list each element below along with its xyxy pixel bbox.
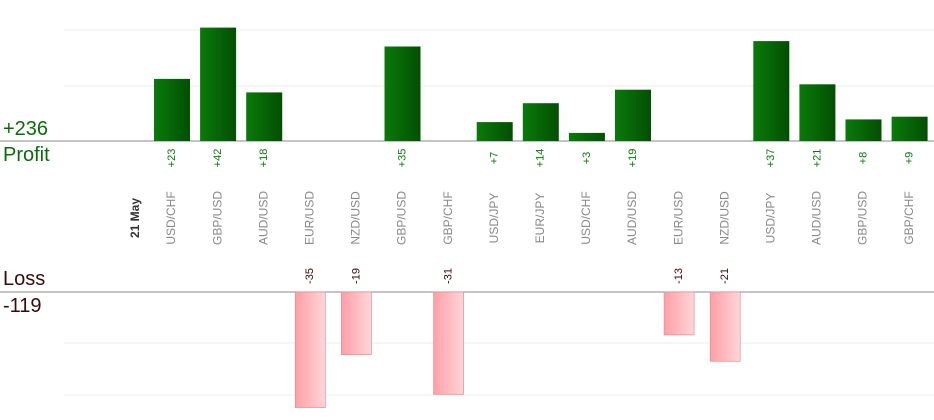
- loss-bar: [341, 291, 372, 356]
- loss-total: -119: [3, 295, 42, 317]
- profit-value-label: +7: [489, 152, 501, 165]
- category-label: USD/JPY: [487, 193, 501, 244]
- date-label: 21 May: [128, 198, 142, 238]
- loss-bar: [709, 291, 741, 362]
- profit-value-label: +35: [396, 149, 408, 168]
- category-label: AUD/USD: [810, 191, 824, 245]
- loss-value-label: -19: [350, 268, 362, 284]
- category-label: USD/CHF: [579, 191, 593, 244]
- category-label: GBP/USD: [210, 191, 224, 245]
- loss-bar: [663, 291, 695, 336]
- profit-bar: [891, 116, 928, 141]
- profit-value-label: +18: [258, 149, 270, 168]
- loss-bar: [294, 291, 326, 408]
- loss-bar: [433, 291, 464, 395]
- profit-value-label: +23: [166, 149, 178, 168]
- profit-value-label: +9: [904, 152, 916, 165]
- profit-bar: [568, 132, 605, 141]
- profit-bar: [246, 92, 283, 141]
- profit-bar: [384, 46, 421, 141]
- profit-bar: [753, 41, 790, 141]
- profit-bar: [845, 119, 882, 141]
- profit-bar: [615, 89, 651, 141]
- category-label: EUR/USD: [302, 191, 316, 245]
- profit-label: Profit: [3, 144, 50, 166]
- category-label: GBP/USD: [856, 191, 870, 245]
- loss-label: Loss: [3, 268, 46, 290]
- profit-value-label: +42: [212, 149, 224, 168]
- loss-value-label: -35: [304, 268, 316, 284]
- loss-value-label: -21: [719, 268, 731, 284]
- profit-bar: [200, 27, 237, 142]
- category-label: NZD/USD: [349, 191, 363, 245]
- profit-value-label: +21: [811, 149, 823, 168]
- profit-bar: [476, 122, 513, 141]
- profit-value-label: +8: [857, 152, 869, 165]
- category-label: EUR/JPY: [533, 193, 547, 244]
- category-label: GBP/CHF: [441, 191, 455, 244]
- profit-bar: [799, 84, 836, 141]
- category-label: NZD/USD: [717, 191, 731, 245]
- loss-value-label: -31: [443, 268, 455, 284]
- category-label: USD/JPY: [763, 193, 777, 244]
- profit-bar: [154, 78, 190, 141]
- profit-value-label: +37: [765, 149, 777, 168]
- category-label: GBP/CHF: [902, 191, 916, 244]
- category-label: EUR/USD: [671, 191, 685, 245]
- loss-value-label: -13: [673, 268, 685, 284]
- category-label: AUD/USD: [625, 191, 639, 245]
- profit-bar: [522, 103, 559, 141]
- profit-value-label: +3: [581, 152, 593, 165]
- category-label: AUD/USD: [256, 191, 270, 245]
- profit-value-label: +14: [535, 149, 547, 168]
- category-label: USD/CHF: [164, 191, 178, 244]
- category-label: GBP/USD: [395, 191, 409, 245]
- profit-total: +236: [3, 118, 49, 140]
- profit-value-label: +19: [627, 149, 639, 168]
